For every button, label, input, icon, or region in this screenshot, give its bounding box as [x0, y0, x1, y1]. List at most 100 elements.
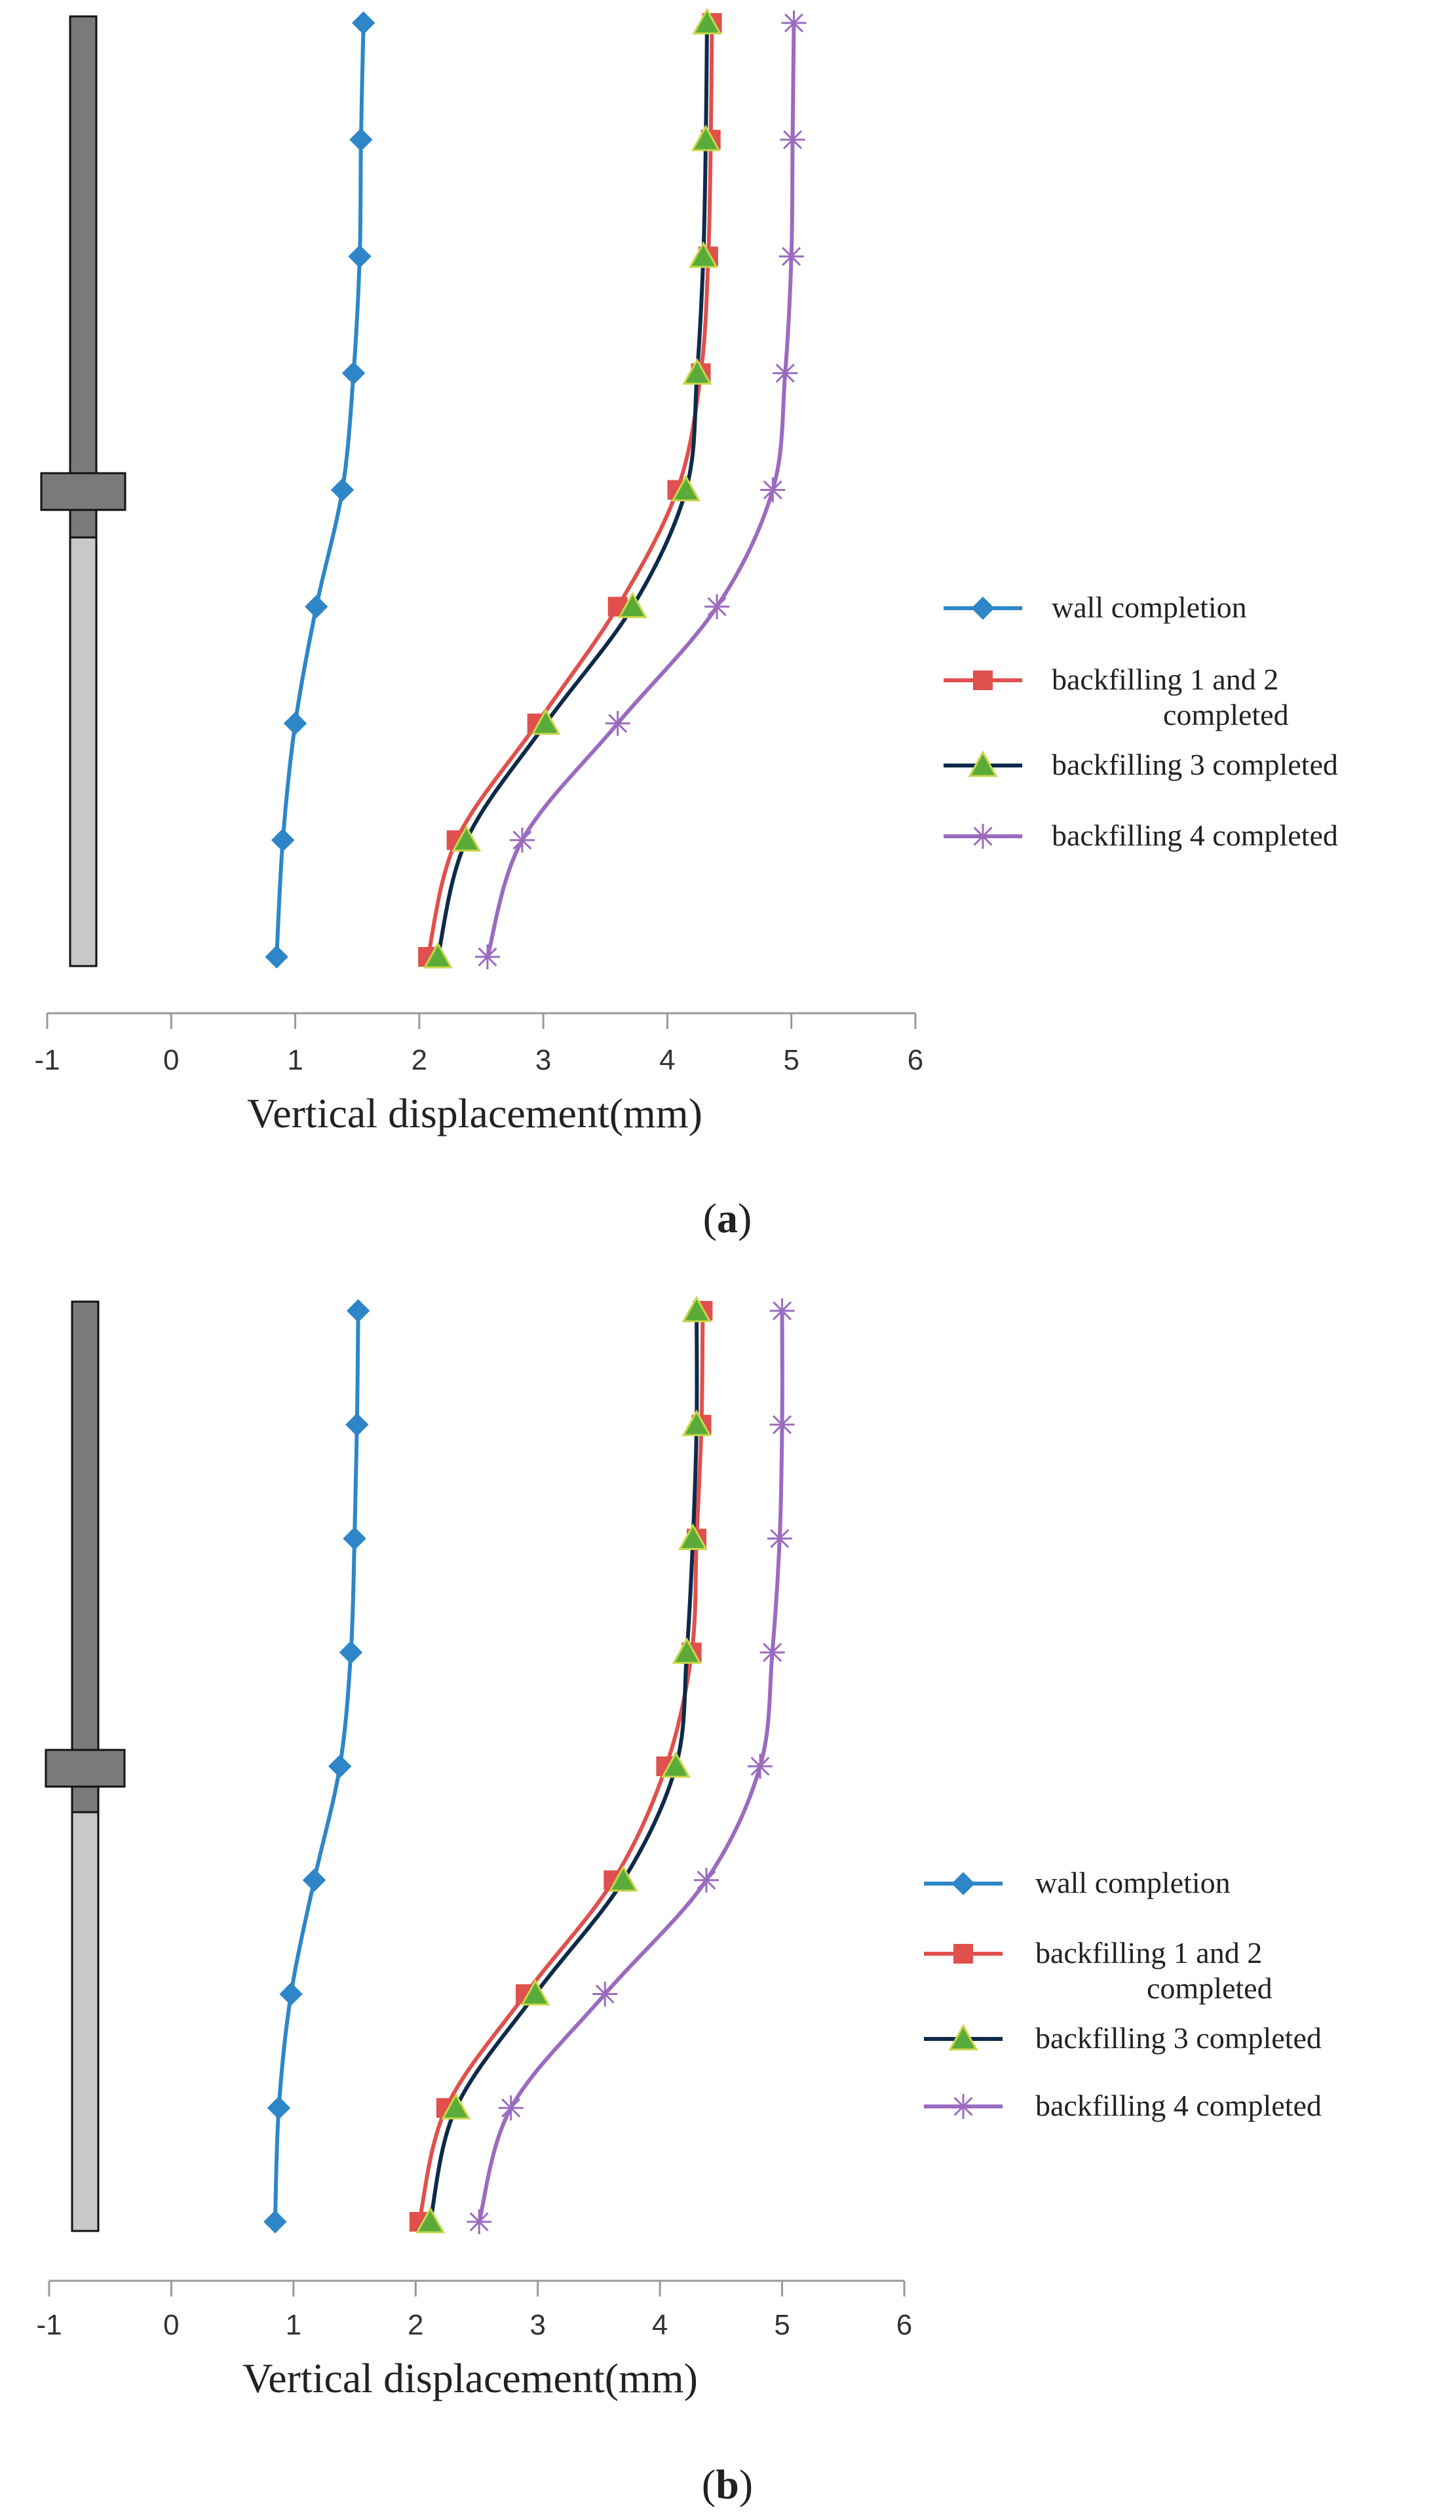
legend-item: wall completion: [944, 591, 1247, 624]
star-marker: [769, 1412, 795, 1437]
series-square: [409, 1301, 713, 2232]
star-marker: [592, 1981, 618, 2007]
wall-upper-section: [69, 15, 98, 539]
panel-label: (a): [703, 1195, 752, 1241]
star-marker: [748, 1754, 773, 1779]
legend-label: backfilling 4 completed: [1035, 2089, 1322, 2122]
x-tick-label: 0: [163, 2309, 179, 2341]
triangle-marker: [531, 708, 561, 735]
x-axis-title: Vertical displacement(mm): [242, 2355, 698, 2401]
legend-label: backfilling 1 and 2 completed: [1052, 663, 1289, 731]
triangle-marker: [968, 750, 998, 777]
x-tick-label: 3: [535, 1044, 551, 1076]
legend-item: backfilling 1 and 2 completed: [924, 1936, 1273, 2005]
x-tick-label: 2: [408, 2309, 423, 2341]
chart-panel-a: -1 0 1 2 3 4 5 6 Vertical displacement(mm) (a) wal…: [34, 7, 1338, 1241]
triangle-marker: [608, 1865, 638, 1892]
triangle-marker: [423, 941, 453, 969]
legend-item: backfilling 1 and 2 completed: [944, 663, 1289, 731]
series-diamond: [263, 1299, 370, 2234]
triangle-marker: [415, 2206, 446, 2234]
diamond-marker: [305, 594, 328, 619]
diamond-marker: [951, 1872, 975, 1895]
legend-item: backfilling 4 completed: [924, 2089, 1322, 2122]
series-star: [474, 10, 807, 969]
x-tick-label: 6: [908, 1044, 923, 1076]
legend-label: backfilling 3 completed: [1052, 748, 1338, 781]
triangle-marker: [681, 1295, 712, 1323]
diamond-marker: [348, 244, 372, 268]
star-marker: [773, 360, 798, 386]
diamond-marker: [279, 1982, 303, 2006]
triangle-marker: [688, 241, 718, 268]
wall-lower-section: [69, 536, 98, 967]
diamond-marker: [271, 828, 295, 852]
star-marker: [760, 477, 786, 503]
star-marker: [778, 244, 804, 269]
diamond-marker: [971, 596, 995, 620]
triangle-marker: [678, 1523, 708, 1550]
star-marker: [704, 594, 730, 619]
legend-label: backfilling 3 completed: [1035, 2021, 1322, 2055]
series-diamond: [265, 11, 375, 969]
x-tick-label: 4: [659, 1044, 675, 1076]
x-tick-label: 5: [774, 2309, 790, 2341]
legend: wall completion backfilling 1 and 2 comple…: [924, 1866, 1322, 2122]
diamond-marker: [265, 945, 288, 969]
x-tick-label: -1: [36, 2309, 62, 2341]
triangle-marker: [681, 1409, 712, 1437]
series-triangle: [415, 1295, 712, 2234]
star-marker: [474, 944, 500, 969]
wall-schematic: [40, 15, 126, 967]
triangle-marker: [451, 824, 482, 852]
star-marker: [951, 2094, 976, 2119]
x-tick-label: 1: [287, 1044, 303, 1076]
chart-panel-b: -1 0 1 2 3 4 5 6 Vertical displacement(mm) (b) wal…: [36, 1295, 1322, 2508]
x-axis-title: Vertical displacement(mm): [247, 1090, 702, 1136]
diamond-marker: [346, 1299, 370, 1323]
square-marker: [953, 1944, 973, 1964]
series-line: [477, 1310, 784, 2222]
legend-label: backfilling 4 completed: [1052, 819, 1338, 852]
star-marker: [759, 1640, 785, 1665]
diamond-marker: [351, 11, 375, 35]
x-tick-label: 1: [286, 2309, 301, 2341]
diamond-marker: [339, 1640, 363, 1664]
series-square: [418, 13, 722, 967]
triangle-marker: [691, 125, 721, 151]
x-tick-label: 6: [896, 2309, 912, 2341]
triangle-marker: [671, 475, 701, 501]
legend-label: wall completion: [1035, 1866, 1231, 1899]
star-marker: [767, 1526, 792, 1551]
triangle-marker: [682, 358, 712, 385]
x-axis: -1 0 1 2 3 4 5 6: [36, 2279, 912, 2341]
triangle-marker: [441, 2093, 471, 2120]
diamond-marker: [328, 1754, 352, 1778]
diamond-marker: [341, 361, 366, 385]
diamond-marker: [343, 1526, 366, 1551]
legend: wall completion backfilling 1 and 2 comple…: [944, 591, 1338, 852]
triangle-marker: [672, 1637, 702, 1664]
star-marker: [781, 10, 807, 35]
triangle-marker: [617, 591, 647, 619]
series-line: [436, 22, 709, 958]
diamond-marker: [267, 2096, 291, 2120]
star-marker: [509, 827, 535, 853]
x-tick-label: 4: [652, 2309, 668, 2341]
star-marker: [693, 1867, 719, 1893]
star-marker: [780, 127, 805, 153]
legend-item: backfilling 3 completed: [944, 748, 1338, 781]
x-tick-label: 3: [529, 2309, 545, 2341]
diamond-marker: [302, 1869, 326, 1892]
square-marker: [973, 670, 993, 690]
panel-label: (b): [702, 2461, 753, 2508]
series-line: [486, 22, 796, 958]
x-tick-label: 5: [783, 1044, 799, 1076]
legend-item: backfilling 4 completed: [944, 819, 1338, 852]
diamond-marker: [345, 1413, 369, 1437]
x-axis: -1 0 1 2 3 4 5 6: [34, 1012, 923, 1076]
star-marker: [769, 1298, 795, 1323]
wall-upper-section: [71, 1300, 100, 1813]
wall-joint: [40, 472, 126, 511]
